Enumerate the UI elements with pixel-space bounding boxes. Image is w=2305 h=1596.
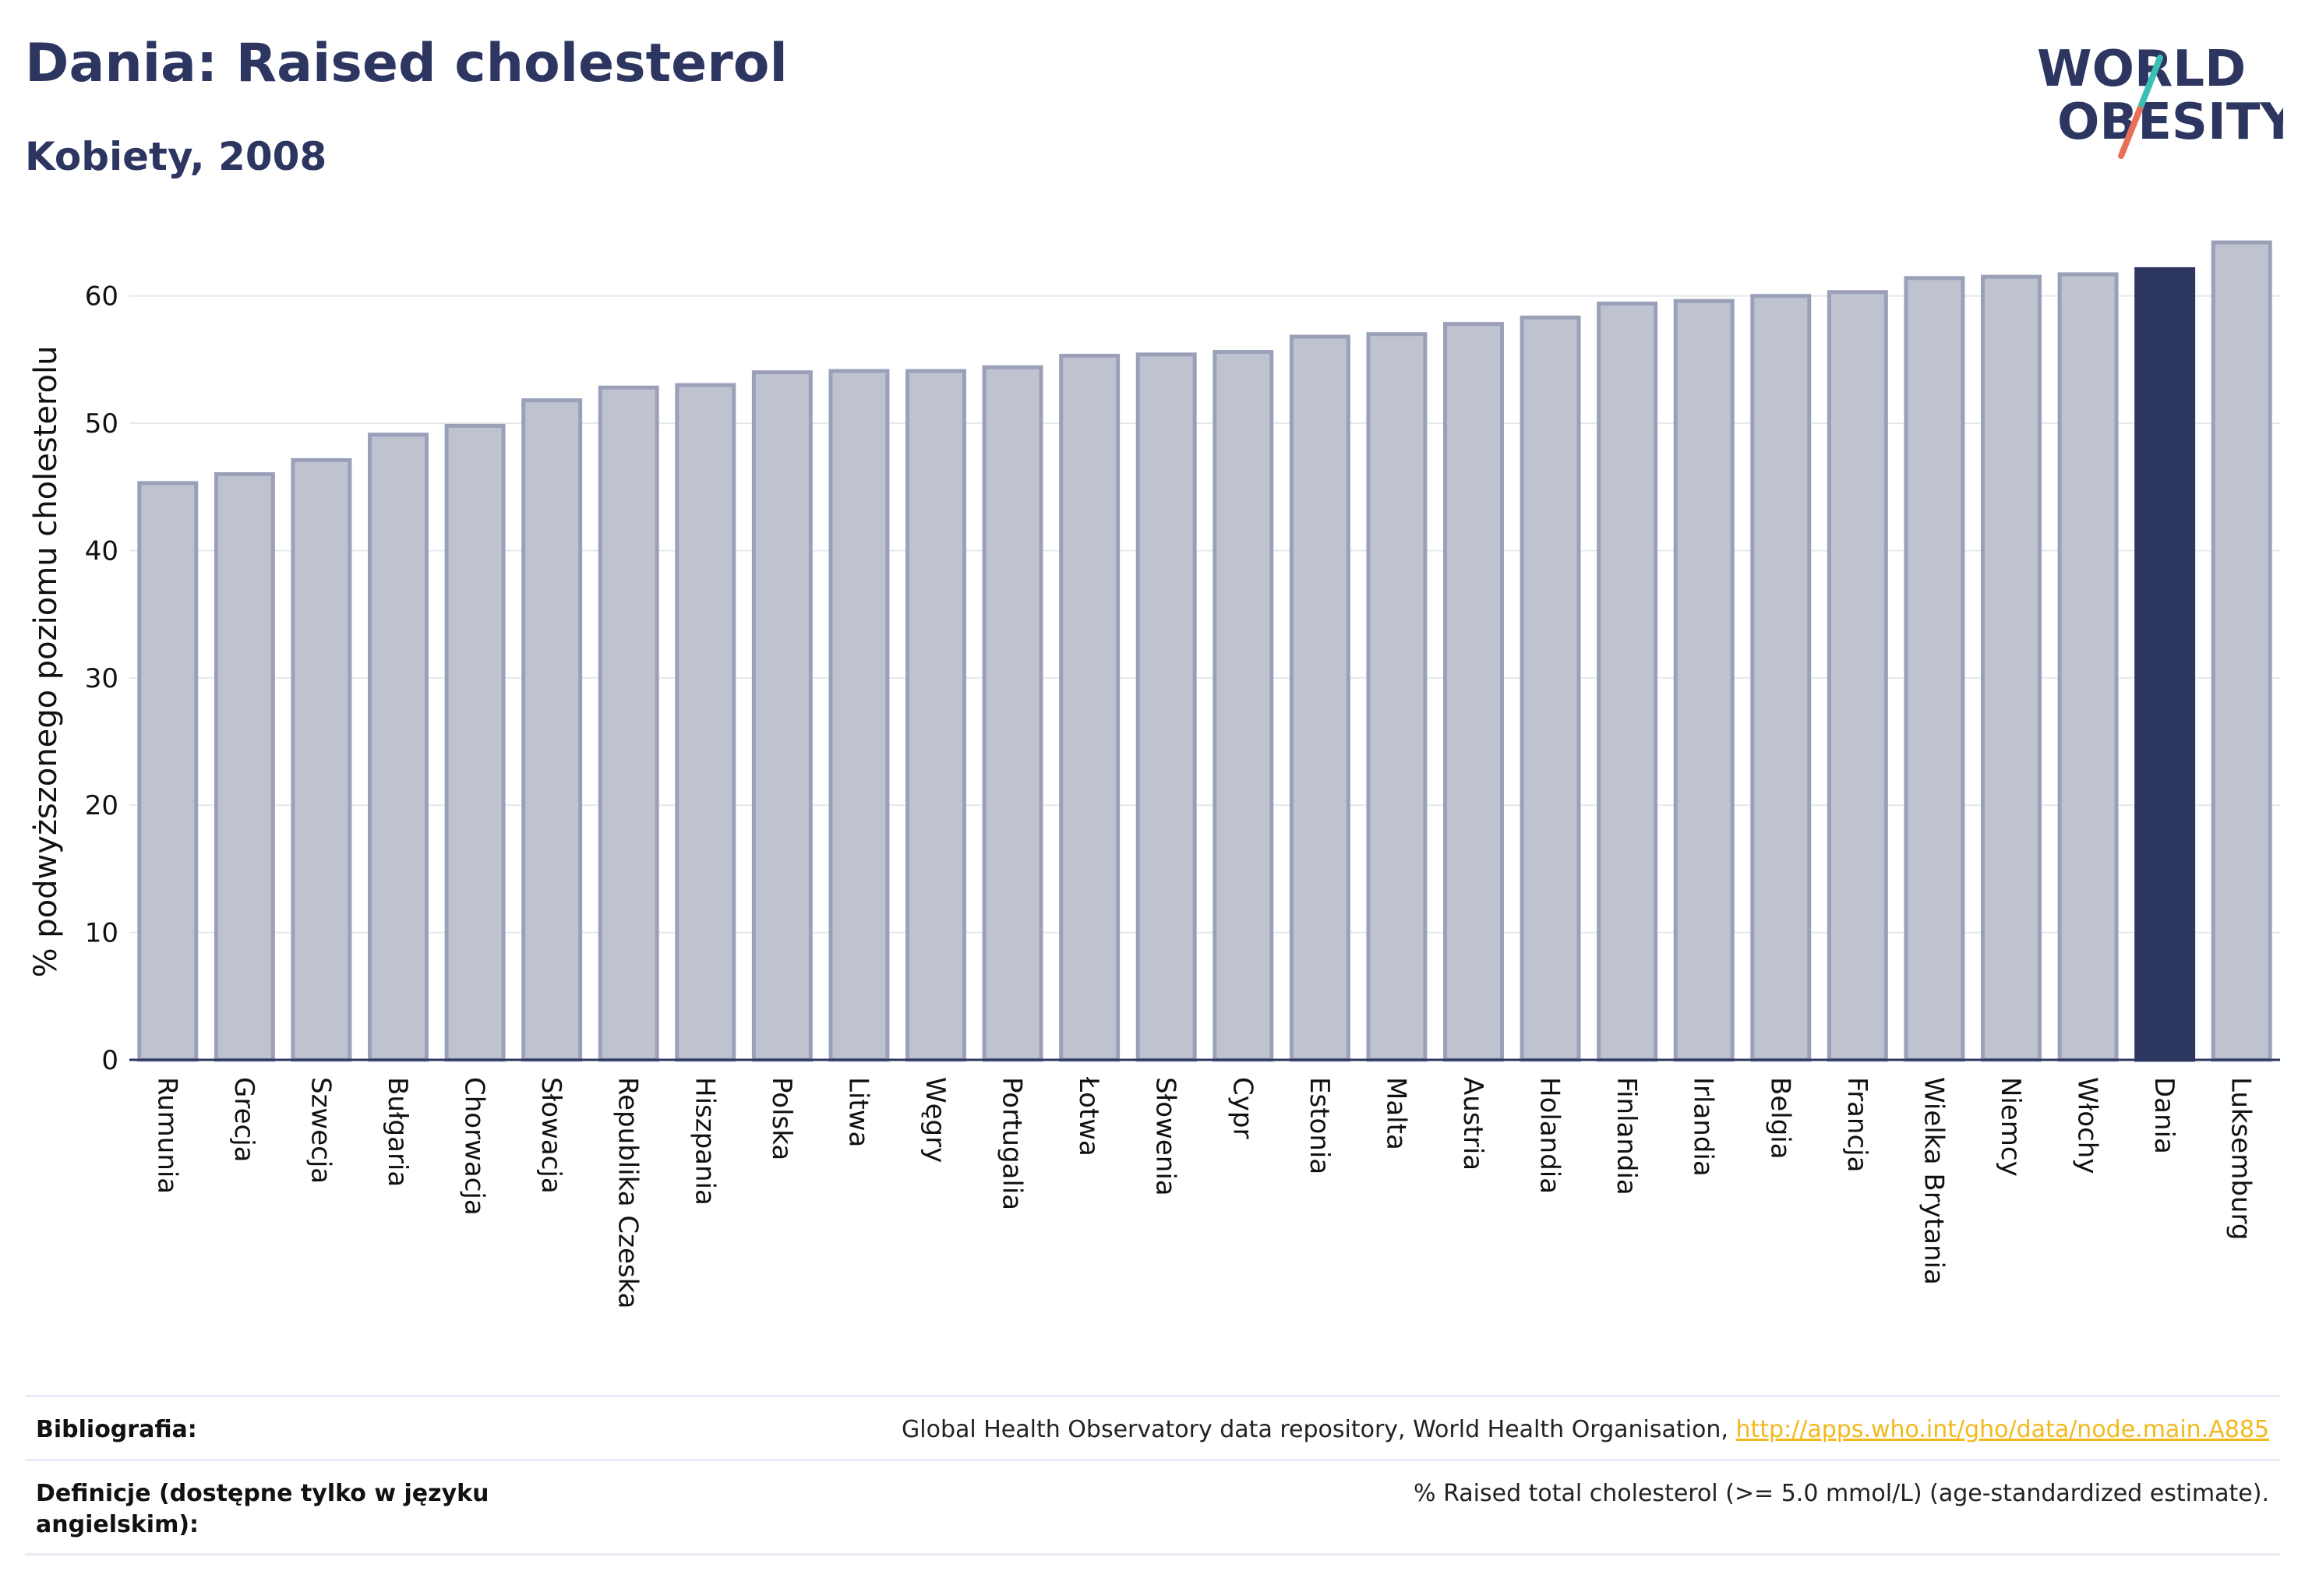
bar-litwa: [828, 369, 890, 1062]
definitions-value: % Raised total cholesterol (>= 5.0 mmol/…: [1414, 1480, 2269, 1507]
x-tick-label: Luksemburg: [2226, 1077, 2257, 1240]
bar-wielka-brytania: [1904, 276, 1965, 1062]
page-title: Dania: Raised cholesterol: [25, 33, 788, 94]
logo-line2: OBESITY: [2057, 94, 2283, 151]
bar-finlandia: [1597, 301, 1658, 1062]
y-tick-label: 60: [85, 281, 118, 312]
x-tick-label: Słowenia: [1150, 1077, 1181, 1196]
x-tick-label: Belgia: [1764, 1077, 1795, 1160]
x-tick-label: Francja: [1841, 1077, 1873, 1172]
y-axis-label: % podwyższonego poziomu cholesterolu: [28, 346, 64, 978]
x-tick-label: Estonia: [1304, 1077, 1335, 1174]
bar-malta: [1366, 332, 1428, 1062]
x-tick-label: Dania: [2148, 1077, 2180, 1154]
x-tick-label: Portugalia: [997, 1077, 1028, 1210]
y-tick-label: 20: [85, 790, 118, 821]
x-tick-label: Szwecja: [305, 1077, 336, 1184]
logo-slash-red: [2118, 106, 2143, 159]
bibliography-value: Global Health Observatory data repositor…: [902, 1414, 2269, 1446]
y-tick-label: 40: [85, 535, 118, 567]
x-tick-label: Grecja: [228, 1077, 259, 1162]
bar-luksemburg: [2211, 240, 2272, 1062]
bar-dania: [2134, 267, 2196, 1062]
x-tick-label: Łotwa: [1073, 1076, 1104, 1156]
x-tick-label: Litwa: [842, 1077, 874, 1147]
bar-republika-czeska: [598, 385, 659, 1062]
bibliography-label: Bibliografia:: [36, 1416, 197, 1443]
page-subtitle: Kobiety, 2008: [25, 134, 327, 179]
bar-węgry: [905, 369, 966, 1062]
x-tick-label: Republika Czeska: [612, 1077, 644, 1309]
bar-włochy: [2057, 272, 2119, 1062]
x-tick-label: Austria: [1457, 1077, 1488, 1171]
x-tick-label: Rumunia: [151, 1077, 182, 1194]
x-tick-label: Irlandia: [1688, 1077, 1719, 1177]
bibliography-text: Global Health Observatory data repositor…: [902, 1416, 1736, 1443]
x-tick-label: Wielka Brytania: [1918, 1077, 1949, 1285]
x-tick-label: Finlandia: [1611, 1077, 1642, 1195]
bar-francja: [1827, 290, 1888, 1062]
definitions-label: Definicje (dostępne tylko w języku angie…: [36, 1480, 489, 1538]
bar-słowenia: [1135, 352, 1197, 1062]
bar-cypr: [1213, 350, 1274, 1062]
x-tick-label: Polska: [766, 1077, 797, 1160]
bar-słowacja: [521, 398, 583, 1062]
bibliography-link[interactable]: http://apps.who.int/gho/data/node.main.A…: [1735, 1416, 2269, 1443]
definitions-row: Definicje (dostępne tylko w języku angie…: [25, 1459, 2280, 1555]
bar-portugalia: [982, 365, 1043, 1062]
logo-slash-teal: [2137, 55, 2163, 112]
bar-bułgaria: [368, 433, 429, 1062]
x-tick-label: Hiszpania: [689, 1077, 720, 1206]
bar-chart: 0 10 20 30 40 50 60 Rumunia Grecja Szwecja Bułgar…: [28, 240, 2280, 1309]
x-tick-label: Cypr: [1227, 1077, 1258, 1139]
bibliography-row: Bibliografia: Global Health Observatory …: [25, 1395, 2280, 1459]
bar-niemcy: [1981, 274, 2042, 1062]
x-axis-labels: Rumunia Grecja Szwecja Bułgaria Chorwacja Sło…: [151, 1076, 2256, 1309]
x-tick-label: Włochy: [2072, 1077, 2103, 1174]
x-tick-label: Holandia: [1534, 1077, 1565, 1194]
y-tick-label: 10: [85, 918, 118, 949]
bar-hiszpania: [675, 383, 736, 1062]
bar-chorwacja: [444, 423, 506, 1062]
bar-irlandia: [1673, 298, 1735, 1062]
x-tick-label: Węgry: [920, 1077, 951, 1163]
bar-holandia: [1520, 315, 1581, 1062]
bar-austria: [1443, 322, 1504, 1062]
bars: [137, 240, 2272, 1062]
bar-rumunia: [137, 481, 199, 1062]
y-tick-label: 0: [101, 1045, 118, 1076]
bar-grecja: [214, 471, 275, 1062]
x-tick-label: Słowacja: [535, 1077, 567, 1194]
bar-estonia: [1289, 334, 1350, 1062]
x-tick-label: Niemcy: [1995, 1077, 2026, 1177]
bar-łotwa: [1059, 353, 1121, 1062]
x-tick-label: Malta: [1380, 1077, 1411, 1150]
bar-polska: [751, 370, 813, 1062]
x-tick-label: Bułgaria: [382, 1077, 413, 1187]
footer-table: Bibliografia: Global Health Observatory …: [25, 1395, 2280, 1555]
world-obesity-logo: WORLD OBESITY: [2037, 41, 2283, 159]
logo-line1: WORLD: [2037, 41, 2246, 98]
y-axis-ticks: 0 10 20 30 40 50 60: [85, 281, 118, 1076]
bar-belgia: [1750, 294, 1812, 1062]
x-tick-label: Chorwacja: [459, 1077, 490, 1216]
bar-szwecja: [291, 457, 352, 1062]
y-tick-label: 50: [85, 408, 118, 440]
y-tick-label: 30: [85, 663, 118, 694]
